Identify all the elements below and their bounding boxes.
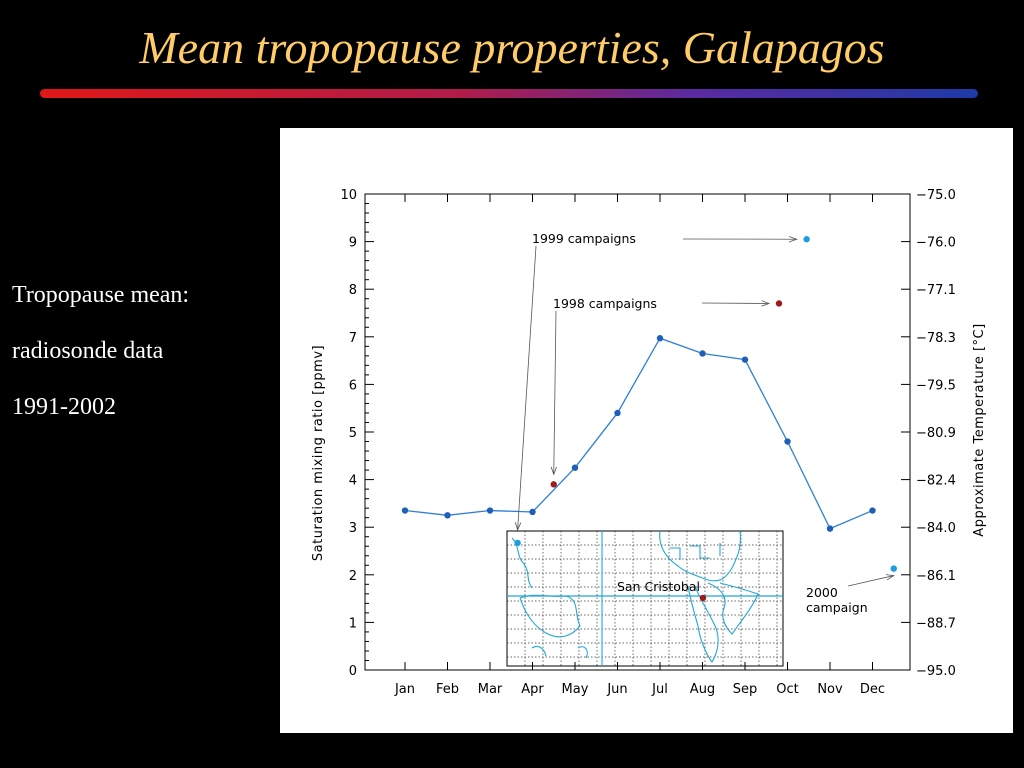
mean-series-point bbox=[529, 508, 536, 516]
annotation-arrow bbox=[847, 575, 894, 587]
x-tick-label: Mar bbox=[478, 682, 503, 697]
mean-series-point bbox=[869, 507, 876, 514]
campaign-points bbox=[514, 236, 897, 572]
mean-series-point bbox=[656, 335, 664, 342]
y2-tick-label: −75.0 bbox=[916, 188, 956, 203]
annotation-arrowhead bbox=[550, 466, 557, 476]
annotation-arrowhead bbox=[761, 300, 771, 307]
map-label-san-cristobal: San Cristobal bbox=[617, 579, 700, 594]
y2-tick-label: −80.9 bbox=[916, 426, 956, 441]
map-coastline bbox=[687, 585, 719, 663]
x-tick-label: Aug bbox=[690, 682, 715, 697]
mean-series bbox=[401, 335, 876, 532]
mean-series-point bbox=[444, 512, 451, 519]
y2-tick-label: −79.5 bbox=[916, 378, 956, 393]
x-tick-label: Jan bbox=[394, 682, 415, 697]
annotation-2000-campaign-line1: 2000 bbox=[806, 585, 838, 600]
inset-map-frame bbox=[506, 530, 784, 667]
annotation-arrowhead bbox=[514, 522, 522, 532]
campaign-point-1998 bbox=[775, 300, 783, 307]
mean-series-line bbox=[404, 337, 873, 530]
campaign-point-1999 bbox=[514, 539, 521, 547]
x-tick-label: Feb bbox=[436, 682, 459, 697]
y-tick-label: 3 bbox=[349, 521, 357, 536]
y2-tick-label: −77.1 bbox=[916, 283, 956, 298]
y-tick-label: 4 bbox=[349, 474, 357, 489]
campaign-point-1998 bbox=[550, 481, 557, 488]
y2-tick-label: −76.0 bbox=[916, 236, 956, 251]
slide-title: Mean tropopause properties, Galapagos bbox=[139, 22, 885, 73]
y-tick-label: 9 bbox=[349, 236, 357, 251]
x-tick-label: Jun bbox=[606, 682, 627, 697]
map-coastline bbox=[707, 582, 759, 635]
annotation-arrowhead bbox=[885, 574, 895, 581]
campaign-point-2000 bbox=[890, 565, 897, 572]
x-tick-label: May bbox=[562, 682, 589, 697]
campaign-point-1999 bbox=[803, 236, 810, 243]
y2-tick-label: −86.1 bbox=[916, 569, 956, 584]
side-text-line: radiosonde data bbox=[12, 338, 164, 364]
y2-tick-label: −78.3 bbox=[916, 331, 956, 346]
annotation-2000-campaign-line2: campaign bbox=[806, 600, 868, 615]
annotation-arrow bbox=[517, 245, 537, 530]
mean-series-point bbox=[784, 438, 791, 445]
annotation-arrow bbox=[553, 310, 557, 475]
x-tick-label: Jul bbox=[651, 682, 668, 697]
annotation-arrowhead bbox=[788, 236, 798, 243]
y2-axis-ticks: −95.0 −88.7 −86.1 −84.0 −82.4 −80.9 −79.5 −78.3… bbox=[916, 188, 956, 679]
map-coastline bbox=[659, 530, 742, 582]
mean-series-point bbox=[486, 507, 494, 514]
y-tick-label: 1 bbox=[349, 616, 357, 631]
x-tick-label: Sep bbox=[733, 682, 758, 697]
y-axis-title: Saturation mixing ratio [ppmv] bbox=[311, 345, 326, 561]
map-coastline bbox=[670, 543, 721, 560]
x-axis-ticks: Jan Feb Mar Apr May Jun Jul Aug Sep Oct Nov Dec bbox=[394, 194, 885, 697]
mean-series-point bbox=[741, 356, 749, 363]
map-coastline bbox=[531, 645, 588, 659]
tropopause-chart: San Cristobal 0 1 2 3 4 5 6 7 8 9 10 −95.0 −88.7 −86… bbox=[311, 188, 987, 697]
y2-tick-label: −84.0 bbox=[916, 521, 956, 536]
side-text-line: Tropopause mean: bbox=[12, 282, 190, 308]
annotation-1999-campaigns: 1999 campaigns bbox=[532, 231, 636, 246]
y-tick-label: 5 bbox=[349, 426, 357, 441]
y2-tick-label: −95.0 bbox=[916, 664, 956, 679]
mean-series-point bbox=[826, 525, 834, 532]
y-tick-label: 10 bbox=[340, 188, 357, 203]
y-tick-label: 0 bbox=[349, 664, 357, 679]
mean-series-point bbox=[614, 409, 621, 417]
y2-axis-title: Approximate Temperature [°C] bbox=[972, 323, 987, 536]
x-tick-label: Apr bbox=[521, 682, 544, 697]
y-tick-label: 2 bbox=[349, 569, 357, 584]
y-tick-label: 7 bbox=[349, 331, 357, 346]
chart-panel: San Cristobal 0 1 2 3 4 5 6 7 8 9 10 −95.0 −88.7 −86… bbox=[280, 128, 1013, 733]
y-tick-label: 6 bbox=[349, 378, 357, 393]
annotation-1998-campaigns: 1998 campaigns bbox=[553, 296, 657, 311]
inset-map: San Cristobal bbox=[506, 530, 784, 667]
x-tick-label: Oct bbox=[776, 682, 798, 697]
x-tick-label: Dec bbox=[860, 682, 885, 697]
mean-series-point bbox=[699, 350, 706, 357]
annotations: 1999 campaigns 1998 campaigns 2000 campa… bbox=[514, 231, 895, 615]
y-axis-ticks: 0 1 2 3 4 5 6 7 8 9 10 bbox=[340, 188, 910, 679]
mean-series-point bbox=[571, 464, 579, 471]
title-gradient-rule bbox=[40, 89, 978, 98]
map-marker-san-cristobal bbox=[699, 594, 707, 602]
y2-tick-label: −88.7 bbox=[916, 616, 956, 631]
y-tick-label: 8 bbox=[349, 283, 357, 298]
side-text-line: 1991-2002 bbox=[12, 394, 116, 420]
mean-series-point bbox=[401, 507, 409, 514]
y2-tick-label: −82.4 bbox=[916, 474, 956, 489]
x-tick-label: Nov bbox=[817, 682, 843, 697]
